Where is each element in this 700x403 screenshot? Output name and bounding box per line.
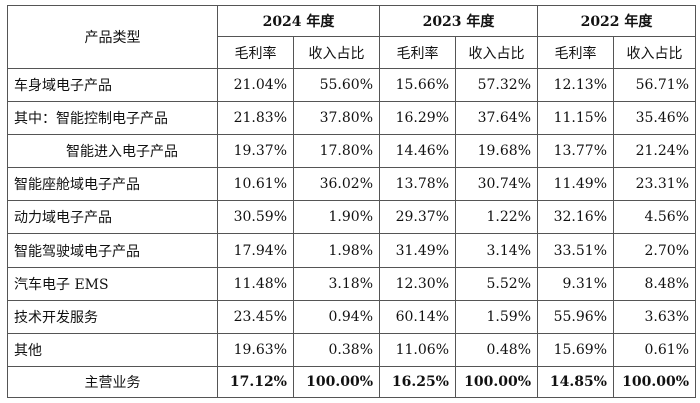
- share-cell: 0.61%: [613, 332, 696, 367]
- total-margin-cell: 17.12%: [217, 365, 294, 399]
- margin-cell: 32.16%: [537, 200, 614, 235]
- share-cell: 1.98%: [293, 233, 380, 268]
- share-cell: 17.80%: [293, 134, 380, 169]
- margin-cell: 11.49%: [537, 167, 614, 202]
- total-share-cell: 100.00%: [455, 365, 538, 399]
- table-row: 智能驾驶域电子产品 17.94% 1.98% 31.49% 3.14% 33.51% 2.7…: [7, 233, 696, 268]
- total-label: 主营业务: [7, 365, 218, 399]
- sub-header-margin: 毛利率: [379, 36, 456, 69]
- share-cell: 5.52%: [455, 266, 538, 301]
- margin-cell: 11.15%: [537, 101, 614, 136]
- margin-cell: 14.46%: [379, 134, 456, 169]
- share-cell: 0.48%: [455, 332, 538, 367]
- margin-cell: 19.63%: [217, 332, 294, 367]
- share-cell: 37.80%: [293, 101, 380, 136]
- margin-cell: 31.49%: [379, 233, 456, 268]
- table-row: 汽车电子 EMS 11.48% 3.18% 12.30% 5.52% 9.31% 8.48%: [7, 266, 696, 301]
- year-header-2022: 2022 年度: [537, 5, 696, 37]
- total-row: 主营业务 17.12% 100.00% 16.25% 100.00% 14.85% 100.…: [7, 365, 696, 399]
- year-header-2023: 2023 年度: [379, 5, 538, 37]
- margin-cell: 15.69%: [537, 332, 614, 367]
- margin-cell: 29.37%: [379, 200, 456, 235]
- share-cell: 57.32%: [455, 67, 538, 103]
- table-row: 技术开发服务 23.45% 0.94% 60.14% 1.59% 55.96% 3.63%: [7, 299, 696, 334]
- margin-cell: 16.29%: [379, 101, 456, 136]
- margin-cell: 21.83%: [217, 101, 294, 136]
- table-row: 智能进入电子产品 19.37% 17.80% 14.46% 19.68% 13.77% 21…: [7, 134, 696, 169]
- row-label: 智能驾驶域电子产品: [7, 233, 218, 268]
- sub-header-share: 收入占比: [455, 36, 538, 69]
- total-margin-cell: 14.85%: [537, 365, 614, 399]
- share-cell: 1.22%: [455, 200, 538, 235]
- share-cell: 21.24%: [613, 134, 696, 169]
- share-cell: 1.59%: [455, 299, 538, 334]
- table-row: 智能座舱域电子产品 10.61% 36.02% 13.78% 30.74% 11.49% 2…: [7, 167, 696, 202]
- total-margin-cell: 16.25%: [379, 365, 456, 399]
- share-cell: 30.74%: [455, 167, 538, 202]
- table-row: 其他 19.63% 0.38% 11.06% 0.48% 15.69% 0.61%: [7, 332, 696, 367]
- row-label: 其他: [7, 332, 218, 367]
- margin-cell: 21.04%: [217, 67, 294, 103]
- share-cell: 0.94%: [293, 299, 380, 334]
- margin-cell: 11.06%: [379, 332, 456, 367]
- row-label: 智能座舱域电子产品: [7, 167, 218, 202]
- margin-cell: 19.37%: [217, 134, 294, 169]
- row-label: 技术开发服务: [7, 299, 218, 334]
- share-cell: 1.90%: [293, 200, 380, 235]
- corner-header: 产品类型: [7, 5, 218, 69]
- row-label: 智能进入电子产品: [7, 134, 218, 169]
- sub-header-share: 收入占比: [613, 36, 696, 69]
- table-row: 车身域电子产品 21.04% 55.60% 15.66% 57.32% 12.13% 56.…: [7, 67, 696, 103]
- row-label: 其中：智能控制电子产品: [7, 101, 218, 136]
- share-cell: 3.14%: [455, 233, 538, 268]
- share-cell: 56.71%: [613, 67, 696, 103]
- share-cell: 55.60%: [293, 67, 380, 103]
- sub-header-share: 收入占比: [293, 36, 380, 69]
- total-share-cell: 100.00%: [293, 365, 380, 399]
- share-cell: 37.64%: [455, 101, 538, 136]
- margin-cell: 15.66%: [379, 67, 456, 103]
- margin-cell: 33.51%: [537, 233, 614, 268]
- year-header-2024: 2024 年度: [217, 5, 380, 37]
- sub-header-margin: 毛利率: [217, 36, 294, 69]
- share-cell: 8.48%: [613, 266, 696, 301]
- margin-cell: 23.45%: [217, 299, 294, 334]
- share-cell: 3.63%: [613, 299, 696, 334]
- margin-cell: 12.13%: [537, 67, 614, 103]
- margin-cell: 55.96%: [537, 299, 614, 334]
- margin-cell: 9.31%: [537, 266, 614, 301]
- sub-header-margin: 毛利率: [537, 36, 614, 69]
- margin-cell: 17.94%: [217, 233, 294, 268]
- margin-cell: 60.14%: [379, 299, 456, 334]
- row-label: 动力域电子产品: [7, 200, 218, 235]
- share-cell: 36.02%: [293, 167, 380, 202]
- margin-cell: 11.48%: [217, 266, 294, 301]
- margin-cell: 12.30%: [379, 266, 456, 301]
- share-cell: 23.31%: [613, 167, 696, 202]
- share-cell: 19.68%: [455, 134, 538, 169]
- share-cell: 35.46%: [613, 101, 696, 136]
- share-cell: 0.38%: [293, 332, 380, 367]
- margin-cell: 13.77%: [537, 134, 614, 169]
- share-cell: 3.18%: [293, 266, 380, 301]
- gross-margin-table: 产品类型 2024 年度 2023 年度 2022 年度 毛利率 收入占比 毛利…: [7, 5, 696, 399]
- margin-cell: 10.61%: [217, 167, 294, 202]
- table-row: 动力域电子产品 30.59% 1.90% 29.37% 1.22% 32.16% 4.56%: [7, 200, 696, 235]
- share-cell: 4.56%: [613, 200, 696, 235]
- row-label: 车身域电子产品: [7, 67, 218, 103]
- margin-cell: 13.78%: [379, 167, 456, 202]
- table-row: 其中：智能控制电子产品 21.83% 37.80% 16.29% 37.64% 11.15…: [7, 101, 696, 136]
- share-cell: 2.70%: [613, 233, 696, 268]
- row-label: 汽车电子 EMS: [7, 266, 218, 301]
- total-share-cell: 100.00%: [613, 365, 696, 399]
- margin-cell: 30.59%: [217, 200, 294, 235]
